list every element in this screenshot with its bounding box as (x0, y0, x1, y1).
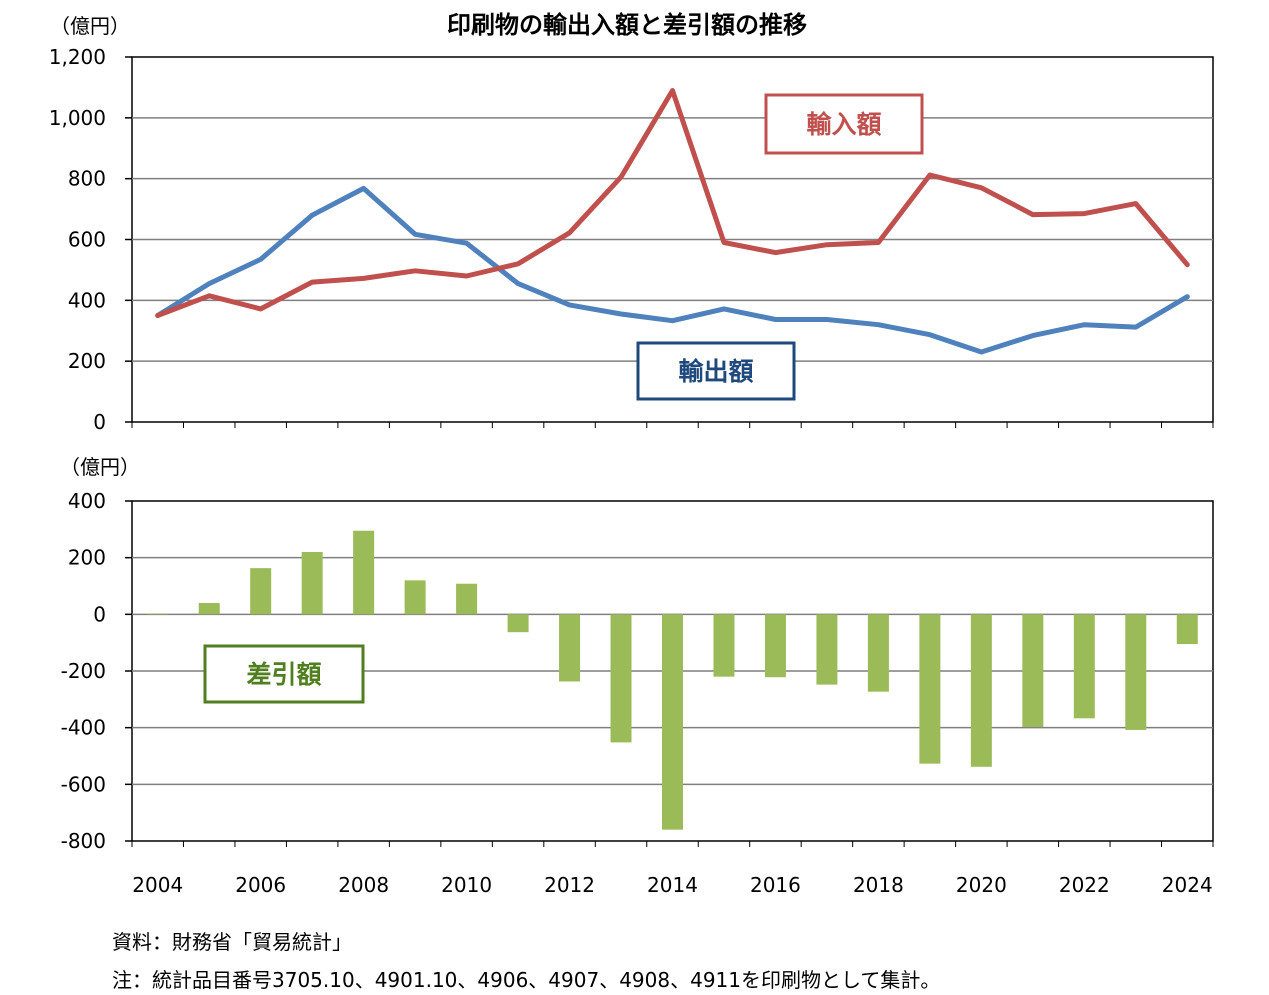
diff-bar (456, 583, 478, 615)
export-line (155, 185, 1190, 355)
diff-bar (816, 614, 838, 685)
export-label-box (636, 341, 796, 401)
diff-label: 差引額 (246, 660, 321, 689)
diff-bar (559, 614, 581, 682)
x-tick-label: 2006 (235, 873, 286, 897)
diff-bar (147, 613, 169, 615)
diff-bar (1022, 614, 1044, 728)
diff-bar (404, 580, 426, 615)
chart-title: 印刷物の輸出入額と差引額の推移 (447, 11, 807, 39)
diff-bar (198, 603, 220, 615)
bottom-unit-label: （億円） (60, 455, 140, 479)
diff-bar (610, 614, 632, 743)
bottom-y-tick-label: 0 (93, 602, 106, 626)
top-y-tick-label: 1,000 (49, 106, 106, 130)
x-tick-label: 2014 (647, 873, 698, 897)
x-tick-label: 2018 (853, 873, 904, 897)
x-tick-label: 2008 (338, 873, 389, 897)
bottom-y-tick-label: 400 (68, 489, 106, 513)
diff-bar (353, 530, 375, 615)
diff-bar (867, 614, 889, 692)
x-tick-label: 2010 (441, 873, 492, 897)
top-y-tick-label: 600 (68, 228, 106, 252)
import-label-box (764, 93, 924, 155)
x-tick-label: 2012 (544, 873, 595, 897)
source-note: 資料：財務省「貿易統計」 (112, 930, 352, 954)
top-y-tick-label: 1,200 (49, 45, 106, 69)
bottom-y-tick-label: 200 (68, 546, 106, 570)
diff-bar (1125, 614, 1147, 730)
top-y-tick-labels: 1,200 1,000 800 600 400 200 0 (49, 45, 106, 434)
footnote: 注：統計品目番号3705.10、4901.10、4906、4907、4908、4… (112, 968, 941, 992)
import-label: 輸入額 (806, 110, 881, 139)
diff-bar (713, 614, 735, 677)
diff-bar (1176, 614, 1198, 645)
bottom-y-tick-labels: 400 200 0 -200 -400 -600 -800 (61, 489, 106, 853)
x-tick-label: 2024 (1162, 873, 1213, 897)
diff-label-box (203, 644, 365, 704)
x-tick-label: 2020 (956, 873, 1007, 897)
export-label: 輸出額 (678, 357, 753, 386)
x-tick-label: 2004 (132, 873, 183, 897)
diff-bar (250, 568, 272, 615)
top-y-tick-label: 0 (93, 410, 106, 434)
x-tick-labels: 2004 2006 2008 2010 2012 2014 2016 2018 2020 2022… (132, 873, 1212, 897)
diff-bars (147, 530, 1198, 830)
x-tick-label: 2022 (1059, 873, 1110, 897)
diff-bar (1073, 614, 1095, 719)
top-unit-label: （億円） (50, 14, 130, 38)
x-tick-label: 2016 (750, 873, 801, 897)
diff-bar (764, 614, 786, 678)
top-y-tick-label: 800 (68, 167, 106, 191)
bottom-y-tick-label: -200 (61, 659, 106, 683)
diff-bar (662, 614, 683, 830)
trade-lines (155, 88, 1190, 355)
diff-bar (919, 614, 941, 764)
diff-bar (507, 614, 529, 633)
bottom-y-tick-label: -600 (61, 772, 106, 796)
top-y-tick-label: 200 (68, 349, 106, 373)
diff-bar (301, 552, 323, 615)
diff-bar (970, 614, 992, 767)
import-line (155, 88, 1190, 318)
top-gridlines (125, 56, 1214, 428)
bottom-y-tick-label: -400 (61, 716, 106, 740)
top-y-tick-label: 400 (68, 288, 106, 312)
bottom-y-tick-label: -800 (61, 829, 106, 853)
